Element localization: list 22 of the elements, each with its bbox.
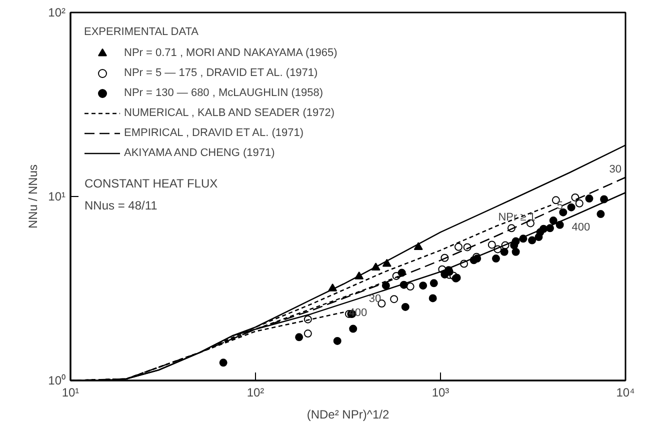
annotation: 30 xyxy=(609,163,622,176)
x-axis-title: (NDe² NPr)^1/2 xyxy=(306,408,390,422)
annotation: 400 xyxy=(572,221,590,234)
annotation: CONSTANT HEAT FLUX xyxy=(84,176,218,190)
x-tick-label: 10³ xyxy=(432,386,450,400)
x-tick-label: 10⁴ xyxy=(616,386,635,400)
annotation: 5 xyxy=(556,200,564,212)
y-tick-label: 10⁰ xyxy=(48,374,66,388)
y-tick-label: 10² xyxy=(48,6,66,20)
y-axis-title: NNu / NNus xyxy=(26,164,40,229)
legend-label: NPr = 130 — 680 , McLAUGHLIN (1958) xyxy=(124,86,323,100)
legend-label: NUMERICAL , KALB AND SEADER (1972) xyxy=(124,106,334,120)
y-tick-label: 10¹ xyxy=(48,190,66,204)
annotation: 30 xyxy=(368,292,382,305)
legend-label: NPr = 5 — 175 , DRAVID ET AL. (1971) xyxy=(124,66,318,80)
legend-label: AKIYAMA AND CHENG (1971) xyxy=(124,146,275,160)
x-tick-label: 10¹ xyxy=(62,386,80,400)
annotation: NNus = 48/11 xyxy=(84,198,158,212)
legend-label: NPr = 0.71 , MORI AND NAKAYAMA (1965) xyxy=(124,46,338,60)
legend-label: EMPIRICAL , DRAVID ET AL. (1971) xyxy=(124,126,304,140)
x-tick-label: 10² xyxy=(246,386,264,400)
legend-title: EXPERIMENTAL DATA xyxy=(84,26,200,38)
